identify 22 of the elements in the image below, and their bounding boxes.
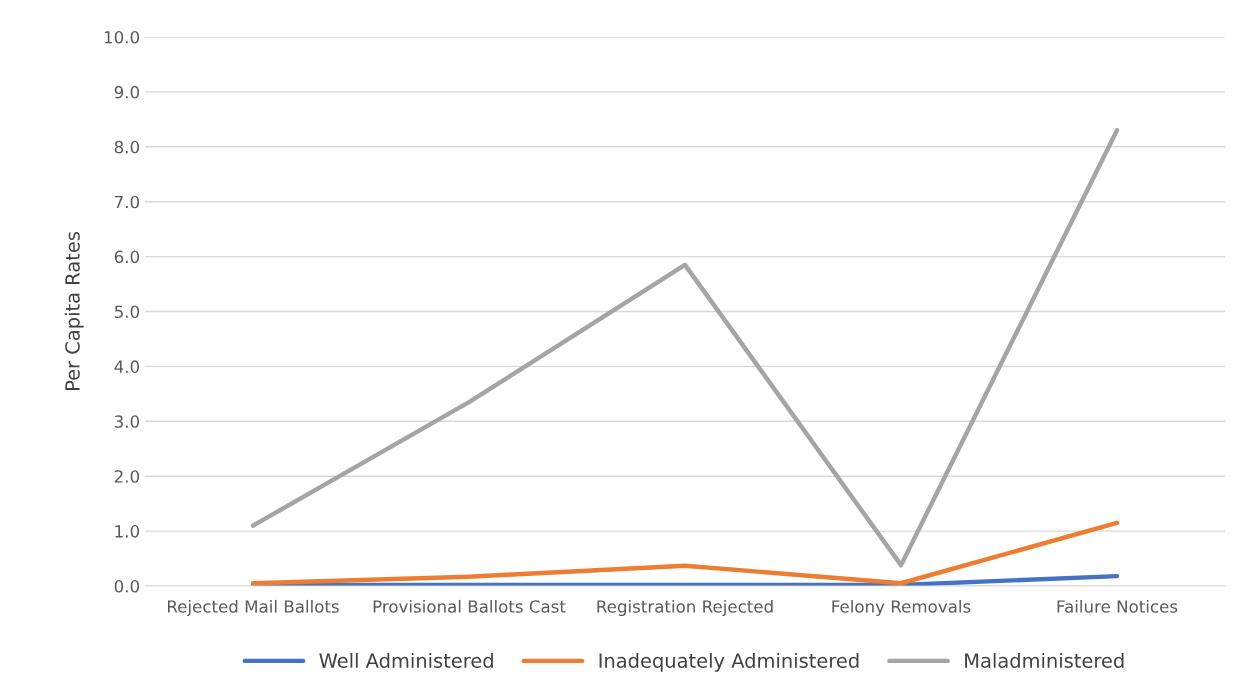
line-series — [250, 520, 1120, 586]
x-tick-label: Provisional Ballots Cast — [373, 599, 566, 613]
y-tick-label: 9.0 — [114, 85, 140, 99]
x-tick-label: Registration Rejected — [597, 599, 773, 617]
y-tick-label: 0.0 — [114, 579, 140, 593]
line-series — [250, 128, 1120, 568]
legend-label: Maladministered — [965, 652, 1124, 668]
y-axis-title: Per Capita Rates — [64, 232, 84, 390]
y-tick-label: 3.0 — [114, 415, 140, 428]
y-tick-label: 7.0 — [115, 195, 140, 209]
x-tick-label: Rejected Mail Ballots — [168, 599, 339, 617]
y-tick-label: 2.0 — [114, 470, 140, 483]
x-tick-label: Failure Notices — [1057, 599, 1178, 613]
y-tick-label: 5.0 — [114, 305, 140, 319]
x-tick-label: Felony Removals — [832, 599, 971, 617]
y-tick-label: 1.0 — [115, 525, 140, 538]
y-tick-label: 10.0 — [104, 30, 140, 44]
y-tick-label: 4.0 — [114, 360, 140, 373]
y-tick-label: 8.0 — [114, 140, 140, 154]
y-tick-label: 6.0 — [114, 250, 140, 264]
legend-label: Well Administered — [319, 652, 493, 668]
legend-label: Inadequately Administered — [599, 652, 859, 672]
